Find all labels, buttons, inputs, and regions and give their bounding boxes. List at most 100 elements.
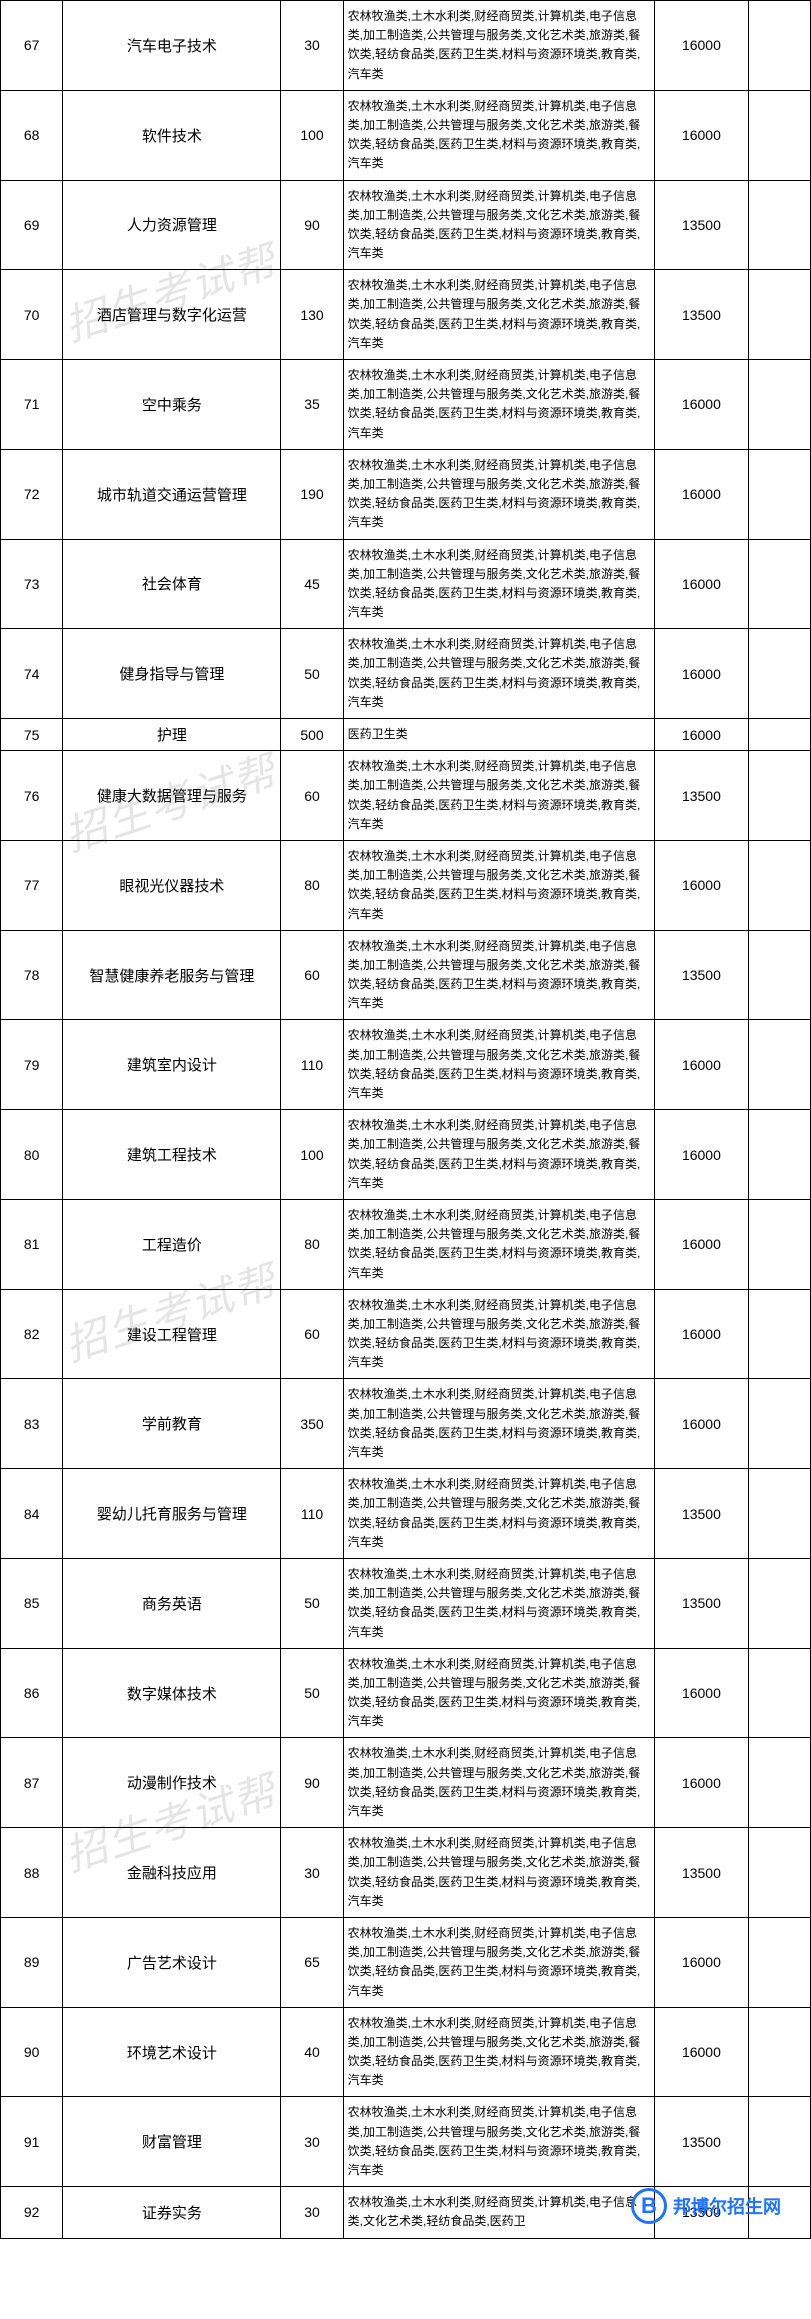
category-list: 农林牧渔类,土木水利类,财经商贸类,计算机类,电子信息类,加工制造类,公共管理与… (343, 1469, 655, 1559)
major-name: 城市轨道交通运营管理 (63, 449, 281, 539)
remark-blank (748, 360, 810, 450)
table-row: 73社会体育45农林牧渔类,土木水利类,财经商贸类,计算机类,电子信息类,加工制… (1, 539, 811, 629)
table-row: 76健康大数据管理与服务60农林牧渔类,土木水利类,财经商贸类,计算机类,电子信… (1, 751, 811, 841)
plan-count: 90 (281, 1738, 343, 1828)
row-index: 85 (1, 1558, 63, 1648)
category-list: 农林牧渔类,土木水利类,财经商贸类,计算机类,电子信息类,加工制造类,公共管理与… (343, 1, 655, 91)
plan-count: 500 (281, 719, 343, 751)
row-index: 90 (1, 2007, 63, 2097)
major-name: 财富管理 (63, 2097, 281, 2187)
tuition-fee: 16000 (655, 719, 748, 751)
row-index: 71 (1, 360, 63, 450)
tuition-fee: 13500 (655, 1558, 748, 1648)
category-list: 农林牧渔类,土木水利类,财经商贸类,计算机类,电子信息类,加工制造类,公共管理与… (343, 180, 655, 270)
table-row: 74健身指导与管理50农林牧渔类,土木水利类,财经商贸类,计算机类,电子信息类,… (1, 629, 811, 719)
tuition-fee: 16000 (655, 449, 748, 539)
tuition-fee: 13500 (655, 751, 748, 841)
remark-blank (748, 629, 810, 719)
row-index: 70 (1, 270, 63, 360)
major-name: 社会体育 (63, 539, 281, 629)
tuition-fee: 16000 (655, 539, 748, 629)
remark-blank (748, 2097, 810, 2187)
category-list: 农林牧渔类,土木水利类,财经商贸类,计算机类,电子信息类,加工制造类,公共管理与… (343, 2007, 655, 2097)
row-index: 88 (1, 1828, 63, 1918)
row-index: 89 (1, 1917, 63, 2007)
plan-count: 30 (281, 1, 343, 91)
major-name: 人力资源管理 (63, 180, 281, 270)
plan-count: 30 (281, 2097, 343, 2187)
plan-count: 100 (281, 1110, 343, 1200)
table-row: 84婴幼儿托育服务与管理110农林牧渔类,土木水利类,财经商贸类,计算机类,电子… (1, 1469, 811, 1559)
category-list: 农林牧渔类,土木水利类,财经商贸类,计算机类,电子信息类,加工制造类,公共管理与… (343, 2097, 655, 2187)
table-row: 69人力资源管理90农林牧渔类,土木水利类,财经商贸类,计算机类,电子信息类,加… (1, 180, 811, 270)
plan-count: 130 (281, 270, 343, 360)
category-list: 农林牧渔类,土木水利类,财经商贸类,计算机类,电子信息类,加工制造类,公共管理与… (343, 1738, 655, 1828)
row-index: 68 (1, 90, 63, 180)
row-index: 91 (1, 2097, 63, 2187)
table-row: 90环境艺术设计40农林牧渔类,土木水利类,财经商贸类,计算机类,电子信息类,加… (1, 2007, 811, 2097)
table-row: 72城市轨道交通运营管理190农林牧渔类,土木水利类,财经商贸类,计算机类,电子… (1, 449, 811, 539)
row-index: 73 (1, 539, 63, 629)
remark-blank (748, 180, 810, 270)
remark-blank (748, 270, 810, 360)
row-index: 72 (1, 449, 63, 539)
tuition-fee: 16000 (655, 1648, 748, 1738)
remark-blank (748, 1289, 810, 1379)
remark-blank (748, 1558, 810, 1648)
plan-count: 45 (281, 539, 343, 629)
row-index: 75 (1, 719, 63, 751)
table-row: 88金融科技应用30农林牧渔类,土木水利类,财经商贸类,计算机类,电子信息类,加… (1, 1828, 811, 1918)
row-index: 67 (1, 1, 63, 91)
major-name: 建筑工程技术 (63, 1110, 281, 1200)
tuition-fee: 16000 (655, 90, 748, 180)
tuition-fee: 16000 (655, 1289, 748, 1379)
remark-blank (748, 1110, 810, 1200)
major-name: 婴幼儿托育服务与管理 (63, 1469, 281, 1559)
category-list: 农林牧渔类,土木水利类,财经商贸类,计算机类,电子信息类,加工制造类,公共管理与… (343, 1020, 655, 1110)
remark-blank (748, 2187, 810, 2238)
tuition-fee: 16000 (655, 1379, 748, 1469)
major-name: 护理 (63, 719, 281, 751)
remark-blank (748, 1020, 810, 1110)
plan-count: 60 (281, 751, 343, 841)
category-list: 农林牧渔类,土木水利类,财经商贸类,计算机类,电子信息类,加工制造类,公共管理与… (343, 629, 655, 719)
remark-blank (748, 1, 810, 91)
remark-blank (748, 539, 810, 629)
plan-count: 40 (281, 2007, 343, 2097)
major-name: 健康大数据管理与服务 (63, 751, 281, 841)
remark-blank (748, 1648, 810, 1738)
plan-count: 110 (281, 1020, 343, 1110)
tuition-fee: 16000 (655, 360, 748, 450)
major-name: 智慧健康养老服务与管理 (63, 930, 281, 1020)
category-list: 农林牧渔类,土木水利类,财经商贸类,计算机类,电子信息类,加工制造类,公共管理与… (343, 90, 655, 180)
table-row: 71空中乘务35农林牧渔类,土木水利类,财经商贸类,计算机类,电子信息类,加工制… (1, 360, 811, 450)
plan-count: 65 (281, 1917, 343, 2007)
table-row: 83学前教育350农林牧渔类,土木水利类,财经商贸类,计算机类,电子信息类,加工… (1, 1379, 811, 1469)
plan-count: 110 (281, 1469, 343, 1559)
plan-count: 60 (281, 930, 343, 1020)
table-row: 85商务英语50农林牧渔类,土木水利类,财经商贸类,计算机类,电子信息类,加工制… (1, 1558, 811, 1648)
category-list: 农林牧渔类,土木水利类,财经商贸类,计算机类,电子信息类,文化艺术类,轻纺食品类… (343, 2187, 655, 2238)
row-index: 76 (1, 751, 63, 841)
tuition-fee: 16000 (655, 629, 748, 719)
table-row: 92证券实务30农林牧渔类,土木水利类,财经商贸类,计算机类,电子信息类,文化艺… (1, 2187, 811, 2238)
tuition-fee: 16000 (655, 1917, 748, 2007)
plan-count: 100 (281, 90, 343, 180)
category-list: 农林牧渔类,土木水利类,财经商贸类,计算机类,电子信息类,加工制造类,公共管理与… (343, 930, 655, 1020)
table-row: 89广告艺术设计65农林牧渔类,土木水利类,财经商贸类,计算机类,电子信息类,加… (1, 1917, 811, 2007)
major-name: 建设工程管理 (63, 1289, 281, 1379)
major-name: 眼视光仪器技术 (63, 840, 281, 930)
table-row: 79建筑室内设计110农林牧渔类,土木水利类,财经商贸类,计算机类,电子信息类,… (1, 1020, 811, 1110)
tuition-fee: 16000 (655, 1020, 748, 1110)
table-row: 91财富管理30农林牧渔类,土木水利类,财经商贸类,计算机类,电子信息类,加工制… (1, 2097, 811, 2187)
tuition-fee: 16000 (655, 1, 748, 91)
major-name: 环境艺术设计 (63, 2007, 281, 2097)
table-row: 81工程造价80农林牧渔类,土木水利类,财经商贸类,计算机类,电子信息类,加工制… (1, 1199, 811, 1289)
category-list: 农林牧渔类,土木水利类,财经商贸类,计算机类,电子信息类,加工制造类,公共管理与… (343, 270, 655, 360)
remark-blank (748, 719, 810, 751)
tuition-fee: 13500 (655, 2097, 748, 2187)
category-list: 农林牧渔类,土木水利类,财经商贸类,计算机类,电子信息类,加工制造类,公共管理与… (343, 1558, 655, 1648)
row-index: 82 (1, 1289, 63, 1379)
tuition-fee: 13500 (655, 1828, 748, 1918)
category-list: 农林牧渔类,土木水利类,财经商贸类,计算机类,电子信息类,加工制造类,公共管理与… (343, 449, 655, 539)
